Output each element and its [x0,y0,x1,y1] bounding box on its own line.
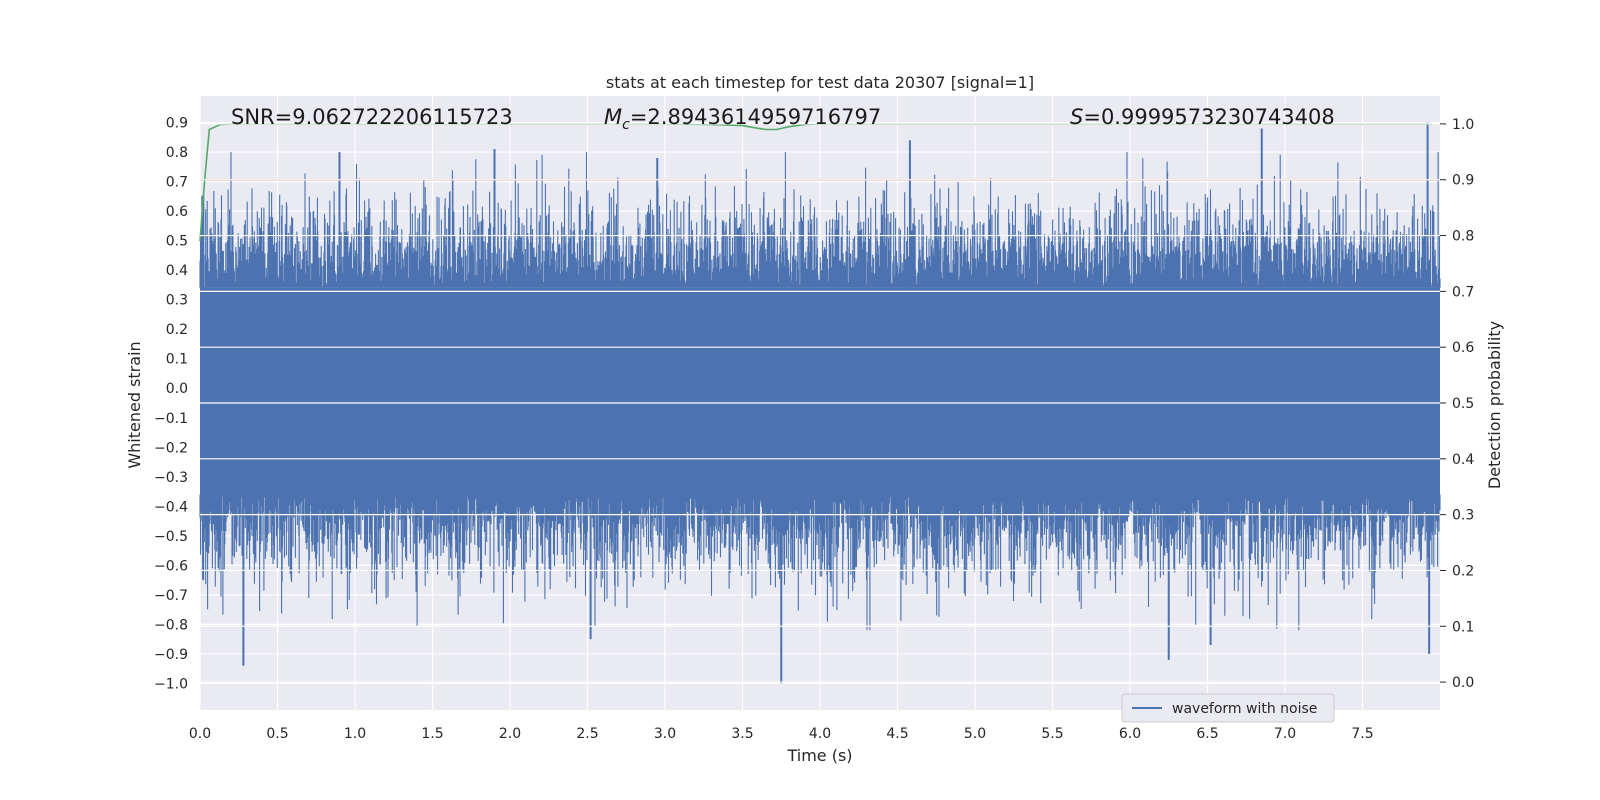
chart-title: stats at each timestep for test data 203… [606,73,1034,92]
legend-label: waveform with noise [1172,701,1317,717]
y-tick-label-left: 0.3 [166,293,188,309]
y-tick-label-left: −0.4 [154,499,188,515]
y-tick-label-left: 0.5 [166,234,188,250]
chirp-mass-annotation: Mc=2.8943614959716797 [604,105,881,133]
y-ticks-right: 1.0 0.9 0.8 0.7 0.6 0.5 0.4 0.3 0.2 0.1 0.0 [1440,117,1474,691]
x-tick-label: 1.5 [421,726,443,742]
waveform-line [199,152,1441,631]
x-tick-label: 0.5 [266,726,288,742]
y-tick-label-left: −0.1 [154,411,188,427]
x-tick-label: 1.0 [344,726,366,742]
legend: waveform with noise [1121,693,1335,723]
detection-statistic-symbol: S [1070,105,1083,129]
y-tick-label-right: 0.7 [1452,284,1474,300]
y-tick-label-left: 0.9 [166,116,188,132]
y-tick-label-left: −0.8 [154,617,188,633]
y-tick-label-right: 0.5 [1452,396,1474,412]
y-tick-label-left: −0.3 [154,470,188,486]
y-tick-label-left: −0.6 [154,558,188,574]
detection-statistic-annotation: S=0.9999573230743408 [1070,105,1335,129]
y-tick-label-right: 0.3 [1452,508,1474,524]
y-tick-label-right: 0.0 [1452,675,1474,691]
x-tick-label: 6.0 [1119,726,1141,742]
y-ticks-left: 0.9 0.8 0.7 0.6 0.5 0.4 0.3 0.2 0.1 0.0 −0.1 −0.2 −0… [154,116,188,693]
y-tick-label-left: 0.0 [166,381,188,397]
y-tick-label-left: −0.5 [154,529,188,545]
x-tick-label: 3.5 [731,726,753,742]
chirp-mass-value: =2.8943614959716797 [630,105,881,129]
waveform-series [199,122,1441,684]
x-tick-label: 6.5 [1196,726,1218,742]
y-axis-label-right: Detection probability [1485,321,1504,489]
y-tick-label-right: 0.2 [1452,563,1474,579]
y-axis-label-left: Whitened strain [125,341,144,468]
x-tick-label: 2.5 [576,726,598,742]
y-tick-label-left: 0.1 [166,352,188,368]
x-tick-label: 5.5 [1041,726,1063,742]
y-tick-label-right: 1.0 [1452,117,1474,133]
y-tick-label-left: −0.7 [154,588,188,604]
y-tick-label-right: 0.4 [1452,452,1474,468]
y-tick-label-left: −0.9 [154,647,188,663]
y-tick-label-left: 0.7 [166,175,188,191]
y-tick-label-right: 0.1 [1452,619,1474,635]
detection-statistic-value: =0.9999573230743408 [1083,105,1334,129]
y-tick-label-right: 0.9 [1452,173,1474,189]
y-tick-label-left: −0.2 [154,440,188,456]
x-tick-label: 5.0 [964,726,986,742]
x-tick-label: 3.0 [654,726,676,742]
y-tick-label-left: 0.4 [166,263,188,279]
right-gridlines [200,123,1440,683]
x-tick-label: 4.5 [886,726,908,742]
x-axis-label: Time (s) [786,746,852,765]
x-ticks: 0.0 0.5 1.0 1.5 2.0 2.5 3.0 3.5 4.0 4.5 5.0 5.5 6.0 6… [189,726,1374,742]
x-tick-label: 4.0 [809,726,831,742]
x-tick-label: 7.0 [1274,726,1296,742]
x-tick-label: 0.0 [189,726,211,742]
y-tick-label-right: 0.8 [1452,229,1474,245]
y-tick-label-left: 0.2 [166,322,188,338]
x-tick-label: 7.5 [1351,726,1373,742]
waveform-band [200,287,1440,495]
y-tick-label-right: 0.6 [1452,340,1474,356]
snr-annotation: SNR=9.062722206115723 [231,105,513,129]
chirp-mass-symbol: M [604,105,622,129]
y-tick-label-left: 0.8 [166,145,188,161]
y-tick-label-left: −1.0 [154,676,188,692]
legend-box [1121,693,1335,723]
x-tick-label: 2.0 [499,726,521,742]
chirp-mass-subscript: c [622,117,630,133]
y-tick-label-left: 0.6 [166,204,188,220]
